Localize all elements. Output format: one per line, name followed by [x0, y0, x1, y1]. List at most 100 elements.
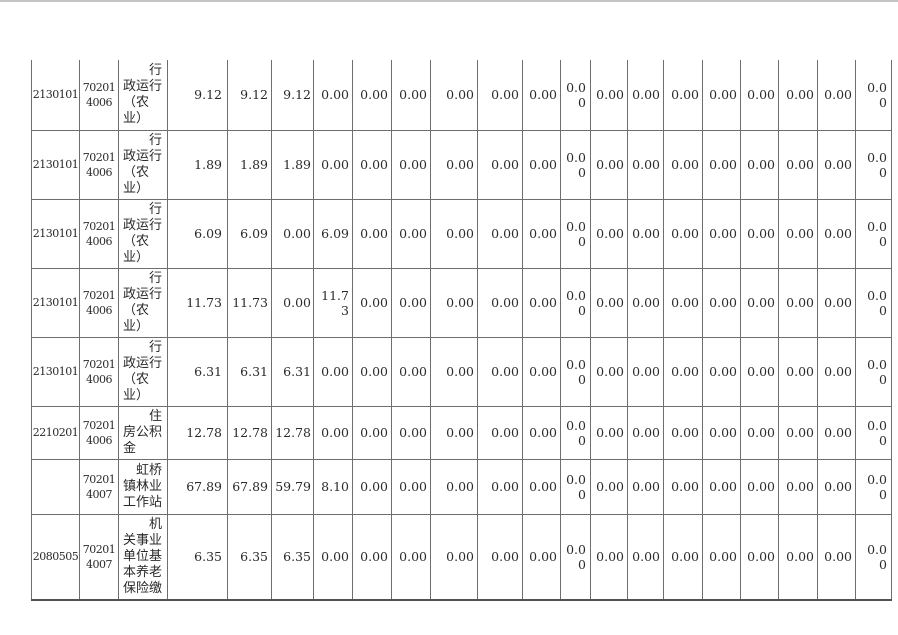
- value-cell: 0.00: [391, 513, 431, 601]
- value-cell: 6.35: [167, 513, 228, 601]
- value-cell: 0.00: [313, 405, 353, 460]
- value-cell: 0.00: [477, 129, 523, 200]
- value-cell: 0.00: [702, 267, 741, 338]
- value-cell: 0.00: [477, 513, 523, 601]
- value-cell: 0.00: [778, 267, 818, 338]
- value-cell: 0.00: [740, 458, 779, 515]
- value-cell: 0.00: [855, 198, 892, 269]
- value-cell: 0.00: [430, 336, 478, 407]
- subject-name-cell: 住房公积金: [118, 405, 168, 460]
- budget-table: 2130101 70201 4006 行政运行（农业） 9.12 9.12 9.12 0.…: [31, 60, 892, 601]
- value-cell: 0.00: [560, 60, 591, 131]
- subject-name-cell: 虹桥镇林业工作站: [118, 458, 168, 515]
- value-cell: 0.00: [702, 198, 741, 269]
- table-row: 2130101 70201 4006 行政运行（农业） 11.73 11.73 0.00…: [31, 267, 892, 338]
- func-code-cell: 2080505: [31, 513, 80, 601]
- table-row: 2210201 70201 4006 住房公积金 12.78 12.78 12.78 0.…: [31, 405, 892, 460]
- value-cell: 0.00: [430, 405, 478, 460]
- value-cell: 11.73: [227, 267, 272, 338]
- value-cell: 0.00: [522, 129, 561, 200]
- value-cell: 9.12: [227, 60, 272, 131]
- value-cell: 6.31: [227, 336, 272, 407]
- value-cell: 0.00: [590, 458, 628, 515]
- value-cell: 0.00: [817, 405, 856, 460]
- value-cell: 11.73: [167, 267, 228, 338]
- value-cell: 0.00: [391, 129, 431, 200]
- value-cell: 0.00: [271, 267, 314, 338]
- value-cell: 0.00: [430, 458, 478, 515]
- value-cell: 0.00: [778, 458, 818, 515]
- value-cell: 0.00: [430, 129, 478, 200]
- value-cell: 0.00: [352, 267, 392, 338]
- unit-code-cell: 70201 4006: [79, 129, 119, 200]
- value-cell: 6.09: [167, 198, 228, 269]
- value-cell: 0.00: [522, 458, 561, 515]
- value-cell: 0.00: [663, 405, 703, 460]
- value-cell: 0.00: [477, 405, 523, 460]
- value-cell: 0.00: [430, 60, 478, 131]
- value-cell: 0.00: [560, 198, 591, 269]
- value-cell: 0.00: [627, 336, 664, 407]
- value-cell: 0.00: [778, 405, 818, 460]
- value-cell: 0.00: [740, 336, 779, 407]
- value-cell: 0.00: [740, 129, 779, 200]
- func-code-cell: 2210201: [31, 405, 80, 460]
- value-cell: 0.00: [590, 129, 628, 200]
- unit-code-cell: 70201 4006: [79, 198, 119, 269]
- func-code-cell: 2130101: [31, 129, 80, 200]
- value-cell: 0.00: [391, 60, 431, 131]
- value-cell: 0.00: [702, 513, 741, 601]
- value-cell: 0.00: [702, 129, 741, 200]
- value-cell: 6.35: [227, 513, 272, 601]
- subject-name-cell: 行政运行（农业）: [118, 60, 168, 131]
- value-cell: 0.00: [817, 336, 856, 407]
- value-cell: 0.00: [313, 336, 353, 407]
- unit-code-cell: 70201 4006: [79, 267, 119, 338]
- value-cell: 0.00: [855, 129, 892, 200]
- value-cell: 0.00: [590, 405, 628, 460]
- value-cell: 0.00: [817, 267, 856, 338]
- value-cell: 0.00: [702, 405, 741, 460]
- value-cell: 67.89: [227, 458, 272, 515]
- value-cell: 0.00: [702, 60, 741, 131]
- value-cell: 0.00: [817, 513, 856, 601]
- value-cell: 0.00: [855, 513, 892, 601]
- value-cell: 1.89: [227, 129, 272, 200]
- value-cell: 0.00: [477, 336, 523, 407]
- table-row: 2130101 70201 4006 行政运行（农业） 6.09 6.09 0.00 6.…: [31, 198, 892, 269]
- value-cell: 0.00: [778, 129, 818, 200]
- value-cell: 0.00: [560, 405, 591, 460]
- value-cell: 0.00: [391, 458, 431, 515]
- table-row: 2080505 70201 4007 机关事业单位基本养老保险缴 6.35 6.35 6…: [31, 513, 892, 601]
- value-cell: 0.00: [663, 198, 703, 269]
- value-cell: 0.00: [778, 60, 818, 131]
- value-cell: 0.00: [590, 336, 628, 407]
- value-cell: 0.00: [477, 458, 523, 515]
- value-cell: 0.00: [627, 198, 664, 269]
- value-cell: 0.00: [352, 405, 392, 460]
- subject-name-cell: 行政运行（农业）: [118, 267, 168, 338]
- value-cell: 0.00: [522, 198, 561, 269]
- value-cell: 1.89: [271, 129, 314, 200]
- value-cell: 0.00: [778, 336, 818, 407]
- value-cell: 0.00: [627, 405, 664, 460]
- value-cell: 0.00: [391, 198, 431, 269]
- value-cell: 0.00: [477, 60, 523, 131]
- budget-table-body: 2130101 70201 4006 行政运行（农业） 9.12 9.12 9.12 0.…: [31, 60, 892, 601]
- func-code-cell: 2130101: [31, 60, 80, 131]
- value-cell: 0.00: [740, 267, 779, 338]
- unit-code-cell: 70201 4006: [79, 336, 119, 407]
- value-cell: 0.00: [855, 336, 892, 407]
- value-cell: 0.00: [663, 458, 703, 515]
- value-cell: 12.78: [271, 405, 314, 460]
- value-cell: 0.00: [590, 60, 628, 131]
- value-cell: 0.00: [663, 60, 703, 131]
- value-cell: 6.09: [227, 198, 272, 269]
- value-cell: 0.00: [817, 60, 856, 131]
- value-cell: 0.00: [855, 267, 892, 338]
- table-row: 2130101 70201 4006 行政运行（农业） 1.89 1.89 1.89 0.…: [31, 129, 892, 200]
- value-cell: 0.00: [663, 267, 703, 338]
- value-cell: 0.00: [627, 60, 664, 131]
- value-cell: 0.00: [590, 198, 628, 269]
